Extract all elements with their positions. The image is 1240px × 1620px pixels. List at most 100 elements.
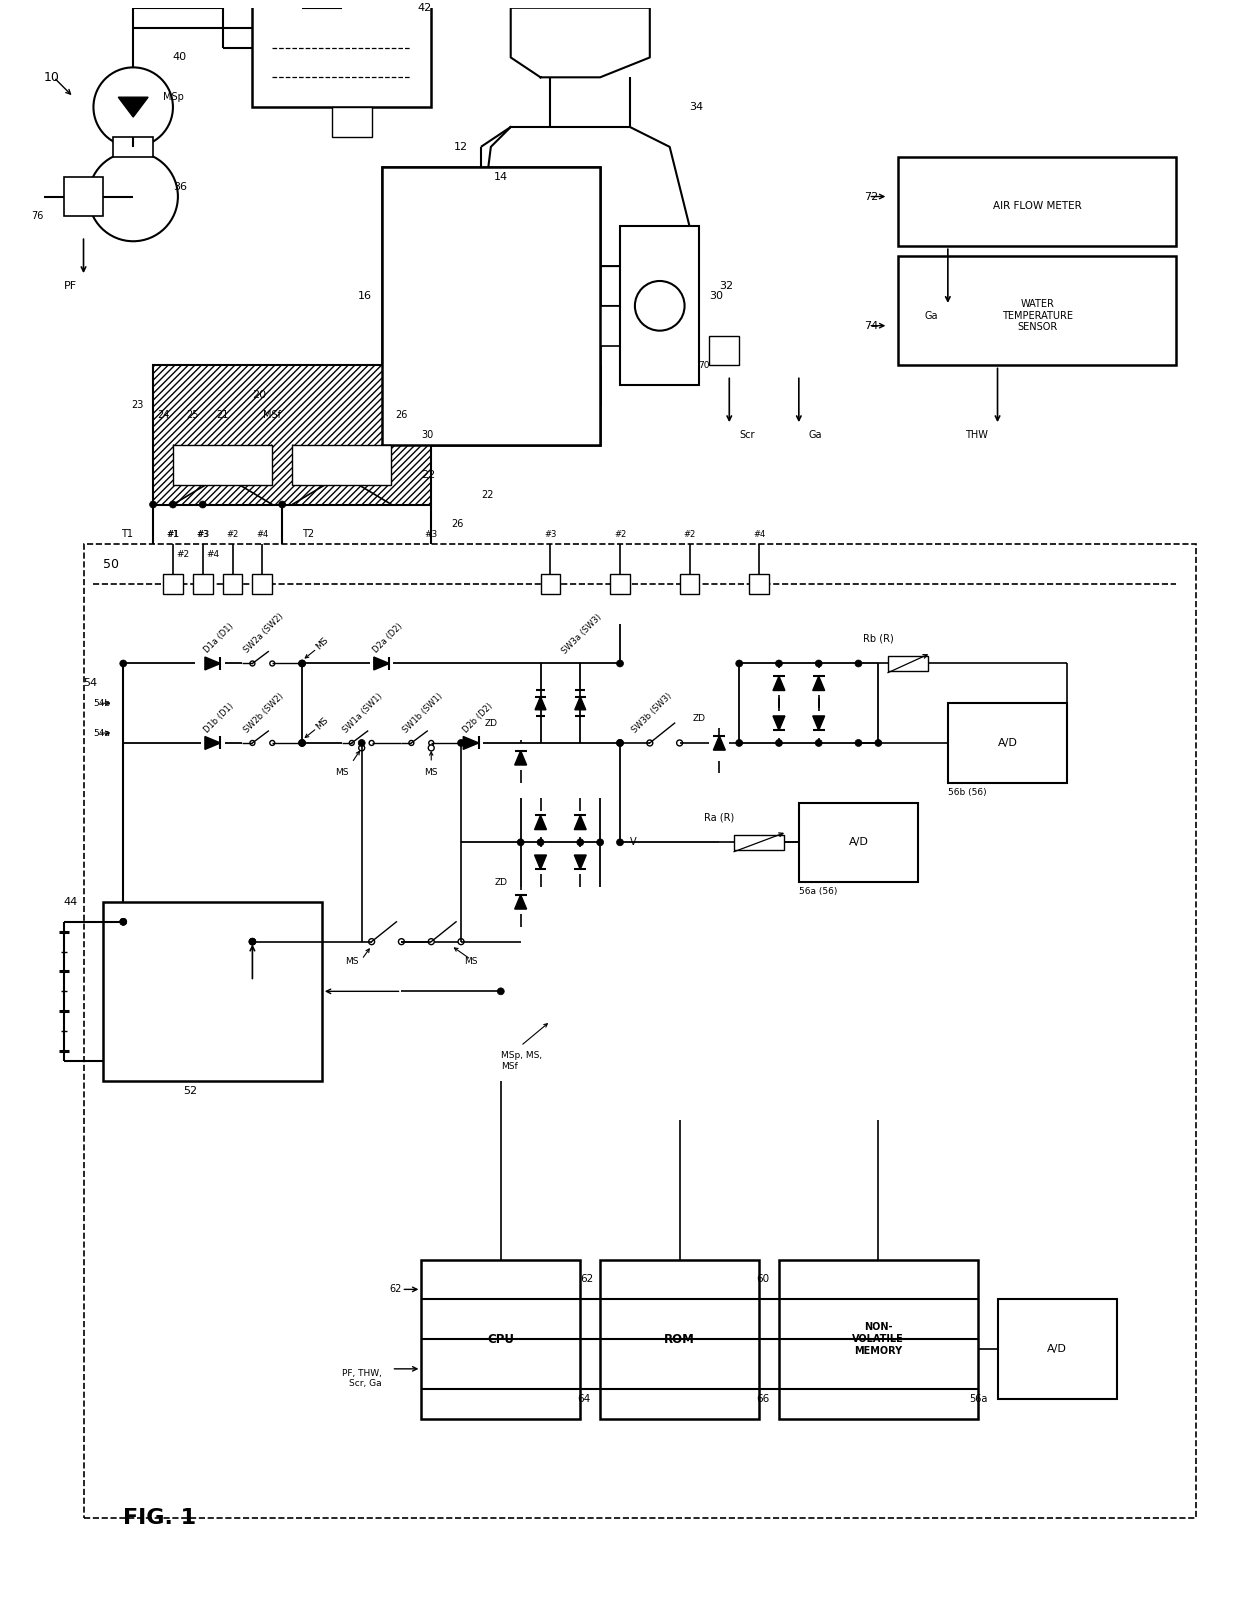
Text: #1: #1 [167, 530, 179, 539]
Bar [799, 802, 918, 881]
Circle shape [647, 740, 652, 745]
Circle shape [200, 501, 206, 509]
Text: #4: #4 [753, 530, 765, 539]
Bar [709, 335, 739, 366]
Text: 34: 34 [689, 102, 703, 112]
Text: 56a: 56a [970, 1393, 987, 1403]
Polygon shape [773, 676, 785, 690]
Bar [113, 138, 153, 157]
Circle shape [577, 839, 584, 846]
Polygon shape [464, 737, 479, 750]
Circle shape [299, 659, 305, 667]
Text: CPU: CPU [487, 1333, 515, 1346]
Text: #1: #1 [166, 530, 180, 539]
Circle shape [429, 740, 434, 745]
Text: #4: #4 [257, 530, 269, 539]
Text: ZD: ZD [485, 719, 497, 727]
Circle shape [279, 501, 285, 509]
Circle shape [735, 739, 743, 747]
Text: 32: 32 [719, 280, 734, 292]
Text: 23: 23 [130, 400, 143, 410]
Text: PF: PF [63, 280, 77, 292]
Text: D2a (D2): D2a (D2) [372, 622, 404, 654]
Circle shape [497, 988, 505, 995]
Polygon shape [205, 658, 221, 671]
Polygon shape [373, 658, 389, 671]
Circle shape [150, 501, 156, 509]
Text: 36: 36 [172, 181, 187, 191]
Circle shape [299, 739, 305, 747]
Text: PF, THW,
Scr, Ga: PF, THW, Scr, Ga [342, 1369, 382, 1388]
Polygon shape [812, 716, 825, 731]
Text: MSf: MSf [263, 410, 281, 420]
Text: #3: #3 [544, 530, 557, 539]
Circle shape [854, 739, 862, 747]
Text: 30: 30 [422, 429, 434, 441]
Circle shape [458, 938, 464, 944]
Bar [680, 573, 699, 595]
Polygon shape [515, 894, 527, 909]
Text: D2b (D2): D2b (D2) [461, 701, 495, 735]
Circle shape [250, 661, 255, 666]
Circle shape [398, 938, 404, 944]
Circle shape [616, 739, 624, 747]
Bar [253, 0, 432, 107]
Circle shape [299, 739, 305, 747]
Text: 12: 12 [454, 143, 469, 152]
Text: #3: #3 [196, 530, 210, 539]
Text: 52: 52 [182, 1085, 197, 1095]
Text: 30: 30 [709, 292, 723, 301]
Bar [253, 573, 273, 595]
Text: Ra (R): Ra (R) [704, 813, 734, 823]
Circle shape [428, 745, 434, 752]
Bar [600, 1260, 759, 1419]
Circle shape [249, 938, 255, 944]
Text: 50: 50 [103, 557, 119, 570]
Circle shape [299, 659, 305, 667]
Bar [898, 157, 1177, 246]
Bar [888, 656, 928, 671]
Text: SW1a (SW1): SW1a (SW1) [342, 692, 384, 734]
Circle shape [775, 739, 782, 747]
Text: #2: #2 [176, 549, 190, 559]
Bar [997, 1299, 1117, 1398]
Bar [575, 306, 625, 345]
Text: 76: 76 [31, 211, 43, 222]
Text: A/D: A/D [848, 838, 868, 847]
Bar [293, 446, 392, 484]
Text: 20: 20 [253, 390, 267, 400]
Circle shape [428, 938, 434, 944]
Polygon shape [534, 855, 547, 870]
Text: 70: 70 [698, 361, 709, 369]
Bar [332, 107, 372, 138]
Text: MS: MS [464, 957, 477, 966]
Circle shape [120, 659, 126, 667]
Text: NON-
VOLATILE
MEMORY: NON- VOLATILE MEMORY [852, 1322, 904, 1356]
Text: 62: 62 [580, 1275, 594, 1285]
Circle shape [635, 280, 684, 330]
Bar [153, 366, 432, 504]
Text: D1a (D1): D1a (D1) [202, 622, 236, 654]
Text: 54a: 54a [93, 729, 110, 737]
Circle shape [616, 739, 624, 747]
Text: #2: #2 [683, 530, 696, 539]
Circle shape [88, 152, 177, 241]
Text: #2: #2 [227, 530, 238, 539]
Polygon shape [574, 855, 587, 870]
Text: #4: #4 [206, 549, 219, 559]
Circle shape [409, 740, 414, 745]
Text: MS: MS [314, 635, 330, 651]
Text: #2: #2 [614, 530, 626, 539]
Text: D1b (D1): D1b (D1) [202, 701, 236, 735]
Text: 60: 60 [756, 1275, 769, 1285]
Circle shape [677, 740, 682, 745]
Bar [103, 902, 322, 1081]
Circle shape [368, 938, 374, 944]
Text: 74: 74 [864, 321, 878, 330]
Bar [749, 573, 769, 595]
Text: Ga: Ga [808, 429, 822, 441]
Text: SW1b (SW1): SW1b (SW1) [402, 692, 445, 735]
Circle shape [93, 68, 172, 147]
Bar [620, 227, 699, 386]
Circle shape [875, 739, 882, 747]
